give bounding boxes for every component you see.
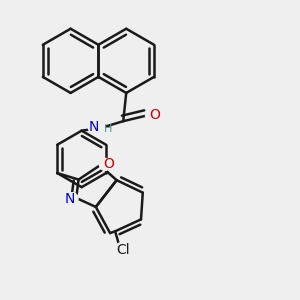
Text: O: O: [149, 108, 160, 122]
Text: O: O: [103, 158, 114, 171]
Circle shape: [115, 242, 130, 257]
Circle shape: [66, 193, 78, 205]
Circle shape: [146, 109, 159, 122]
Text: H: H: [103, 124, 112, 134]
Circle shape: [99, 158, 111, 170]
Text: Cl: Cl: [116, 243, 129, 257]
Text: N: N: [64, 192, 75, 206]
Circle shape: [88, 118, 105, 135]
Text: N: N: [89, 120, 100, 134]
